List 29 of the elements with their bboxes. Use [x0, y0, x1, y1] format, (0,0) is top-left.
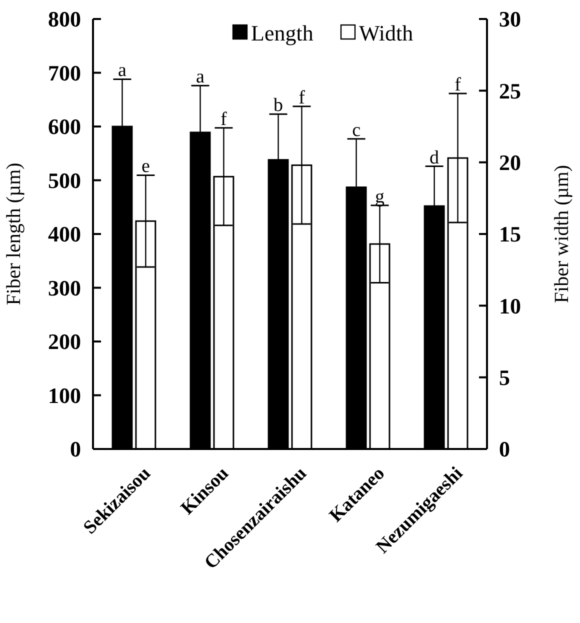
y2-tick-label: 10 [499, 293, 521, 318]
y-tick-label: 0 [70, 436, 81, 462]
y2-axis-title: Fiber width (µm) [551, 164, 573, 304]
legend-label: Length [251, 20, 314, 46]
annotation: a [118, 60, 128, 82]
annotation: f [298, 87, 306, 108]
y-tick-label: 200 [48, 329, 81, 354]
y-axis-title: Fiber length (µm) [3, 162, 25, 306]
y2-tick-label: 20 [499, 150, 521, 176]
y-tick-label: 300 [48, 275, 81, 300]
annotation: b [274, 95, 284, 116]
y2-tick-label: 25 [499, 78, 521, 104]
annotation: e [141, 156, 150, 178]
y-tick-label: 700 [48, 60, 81, 86]
y-tick-label: 100 [48, 382, 81, 408]
annotation: f [220, 108, 228, 130]
annotation: a [196, 66, 206, 88]
y2-tick-label: 5 [499, 365, 510, 390]
y2-tick-label: 15 [499, 222, 521, 247]
y2-tick-label: 30 [499, 6, 521, 32]
y-tick-label: 600 [48, 114, 81, 140]
y2-tick-label: 0 [499, 436, 510, 462]
legend-label: Width [359, 20, 414, 46]
annotation: c [352, 120, 361, 141]
annotation: f [454, 74, 462, 96]
annotation: d [430, 147, 440, 168]
y-tick-label: 800 [48, 6, 81, 32]
y-tick-label: 500 [48, 168, 81, 193]
y-tick-label: 400 [48, 222, 81, 247]
